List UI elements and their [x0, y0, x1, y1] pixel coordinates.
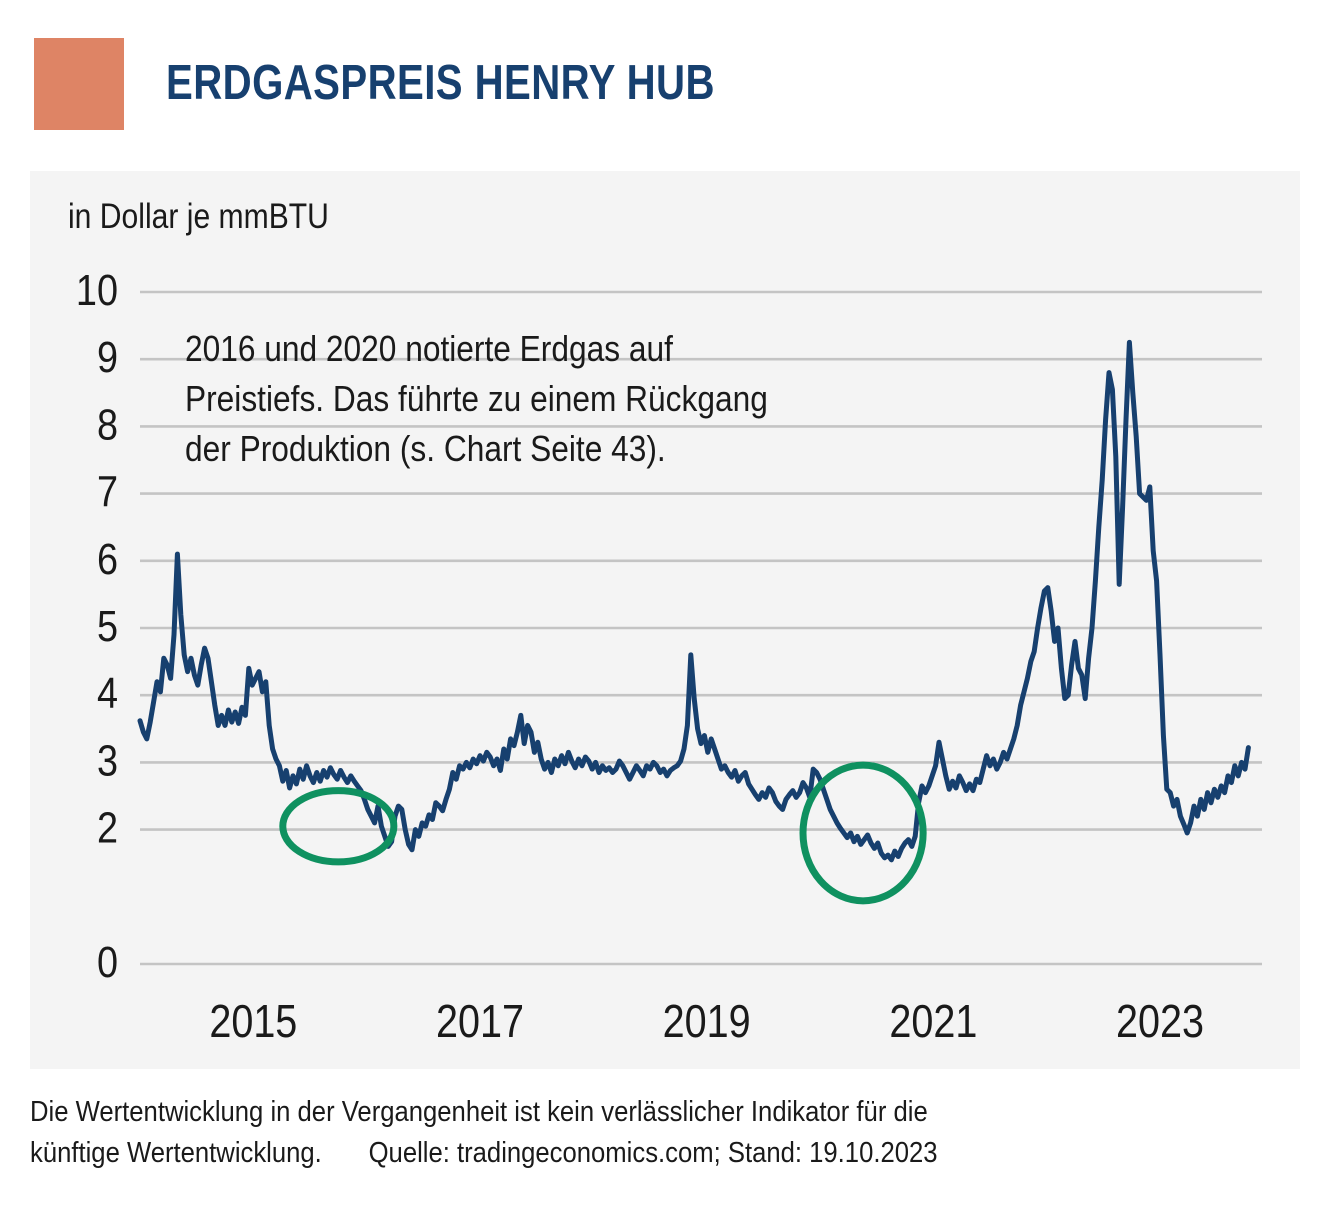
disclaimer-line-1: Die Wertentwicklung in der Vergangenheit… [30, 1096, 928, 1128]
x-tick-label: 2017 [436, 996, 524, 1047]
y-tick-label: 5 [97, 601, 118, 650]
y-tick-label: 8 [97, 400, 118, 449]
annotation-line-2: Preistiefs. Das führte zu einem Rückgang [185, 378, 768, 419]
data-line-series [137, 339, 1251, 863]
x-tick-label: 2015 [209, 996, 297, 1047]
x-tick-label: 2021 [889, 996, 977, 1047]
line-chart-svg: 0 2 3 4 5 6 7 8 9 10 2015 2017 2019 2021 2023 [76, 265, 1262, 1048]
chart-panel: in Dollar je mmBTU 0 2 3 4 5 6 7 8 9 10 2015 2017 20… [30, 171, 1300, 1069]
chart-annotation-note: 2016 und 2020 notierte Erdgas auf Preist… [185, 324, 959, 474]
annotation-line-1: 2016 und 2020 notierte Erdgas auf [185, 328, 673, 369]
y-tick-label: 0 [97, 937, 118, 986]
page-title: ERDGASPREIS HENRY HUB [166, 56, 715, 110]
source-label: Quelle: tradingeconomics.com; Stand: 19.… [368, 1137, 938, 1169]
x-tick-label: 2023 [1116, 996, 1204, 1047]
y-tick-label: 7 [97, 467, 118, 516]
y-axis-unit-label: in Dollar je mmBTU [68, 197, 329, 236]
y-tick-label: 9 [97, 333, 118, 382]
highlight-ellipse [799, 761, 927, 905]
footer-second-line: künftige Wertentwicklung. Quelle: trading… [30, 1133, 1187, 1174]
y-tick-label: 3 [97, 736, 118, 785]
disclaimer-line-2: künftige Wertentwicklung. [30, 1137, 322, 1169]
highlight-ellipse [279, 787, 398, 866]
chart-plot-area: 0 2 3 4 5 6 7 8 9 10 2015 2017 2019 2021 2023 [30, 171, 1300, 1069]
y-tick-label: 4 [97, 669, 118, 718]
x-tick-label: 2019 [663, 996, 751, 1047]
header-accent-swatch [34, 38, 124, 130]
y-tick-label: 6 [97, 534, 118, 583]
y-tick-label: 10 [76, 265, 118, 314]
chart-footer: Die Wertentwicklung in der Vergangenheit… [30, 1092, 1187, 1174]
y-tick-label: 2 [97, 803, 118, 852]
chart-header: ERDGASPREIS HENRY HUB [0, 0, 1328, 160]
annotation-line-3: der Produktion (s. Chart Seite 43). [185, 428, 666, 469]
